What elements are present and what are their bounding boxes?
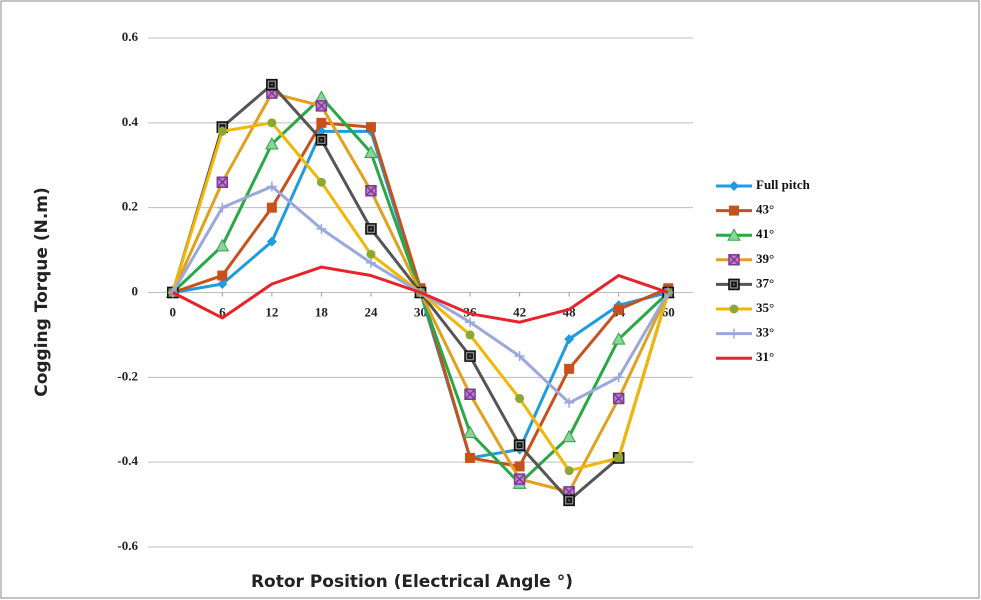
y-tick-label: 0.6 [122,29,139,44]
marker [611,332,626,345]
marker [217,270,228,281]
marker [564,363,575,374]
marker [564,466,574,476]
marker [613,304,624,315]
marker [465,452,476,463]
x-tick-label: 12 [265,304,278,319]
legend-label: 41° [756,226,774,241]
marker [316,117,327,128]
legend-label: 35° [756,300,774,315]
y-axis-label: Cogging Torque (N.m) [32,187,52,397]
marker [217,202,228,213]
y-tick-label: -0.6 [117,538,138,553]
marker [216,176,229,188]
marker [463,425,477,438]
x-axis-label: Rotor Position (Electrical Angle °) [251,572,573,592]
marker [513,439,526,451]
y-tick-label: 0.4 [122,114,139,129]
series [172,265,669,324]
legend-marker [727,228,741,241]
marker [612,392,625,405]
legend-marker [728,254,740,266]
marker [315,100,328,112]
legend-label: 43° [756,202,774,217]
x-tick-label: 24 [364,304,378,319]
legend-label: Full pitch [756,177,811,192]
marker [563,494,575,507]
marker [465,330,475,340]
y-tick-label: -0.2 [117,368,138,383]
marker [265,136,279,150]
marker [266,78,278,91]
x-tick-label: 6 [219,304,226,319]
x-tick-label: 18 [315,304,329,319]
series-line [172,265,669,324]
marker [365,184,377,197]
marker [267,118,277,128]
legend-label: 37° [756,275,774,290]
marker [564,334,575,345]
legend-label: 31° [756,349,774,364]
marker [564,397,575,408]
marker [515,394,525,404]
marker [215,238,230,252]
marker [266,236,277,247]
marker [464,388,476,401]
marker [364,145,378,159]
legend-marker [728,278,740,291]
legend-marker [729,205,739,216]
marker [217,126,227,136]
legend-marker [729,304,739,314]
marker [365,223,377,235]
marker [613,372,624,383]
marker [316,223,327,234]
y-tick-label: -0.4 [117,453,138,468]
legend-marker [729,328,739,339]
marker [514,461,525,472]
legend-label: 39° [756,251,774,266]
marker [366,249,376,259]
y-tick-label: 0 [132,283,139,298]
marker [217,279,228,290]
marker [266,181,277,192]
y-tick-label: 0.2 [122,199,138,214]
marker [316,177,326,187]
marker [513,473,526,485]
marker [464,350,476,362]
marker [365,257,376,268]
marker [315,134,328,146]
marker [266,202,277,213]
marker [614,453,624,463]
marker [465,317,476,328]
legend-label: 33° [756,325,774,340]
x-tick-label: 42 [513,304,526,319]
legend-marker [729,181,739,191]
marker [365,122,376,133]
x-tick-label: 0 [170,304,177,319]
marker [562,429,576,443]
marker [514,351,525,362]
